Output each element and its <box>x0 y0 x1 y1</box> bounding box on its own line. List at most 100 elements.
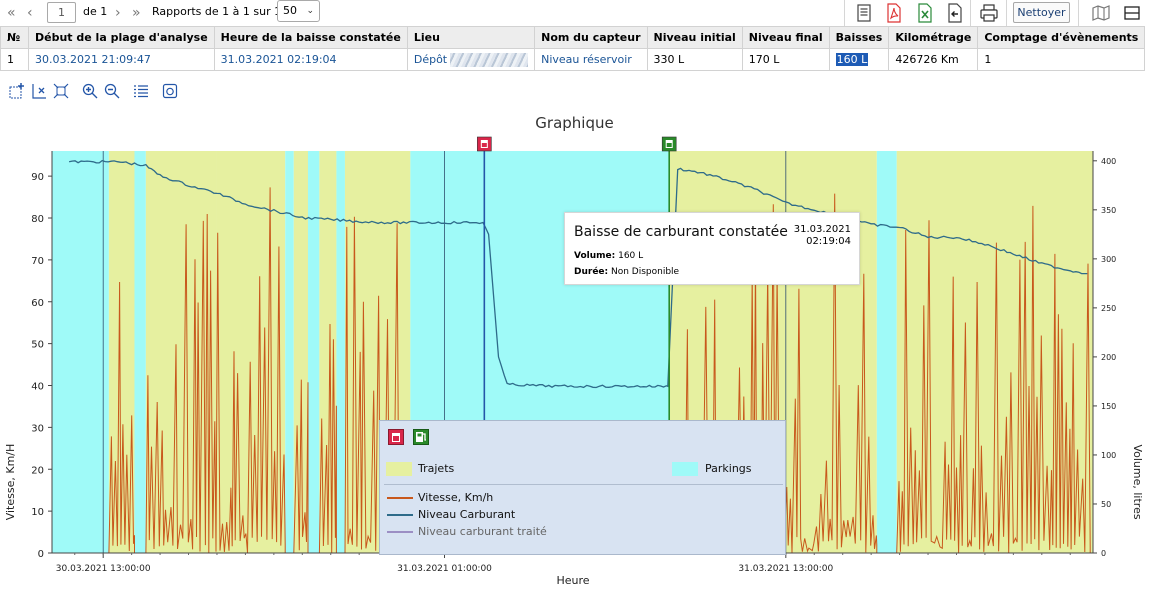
panel-icon[interactable] <box>1121 2 1143 24</box>
speed-line <box>145 187 286 554</box>
fuel-line <box>68 159 1088 389</box>
zoom-add-icon[interactable] <box>9 83 25 99</box>
excel-icon[interactable] <box>914 2 936 24</box>
y-right-tick-label: 400 <box>1101 157 1116 166</box>
page-number-input[interactable] <box>47 2 76 23</box>
drops-table: № Début de la plage d'analyse Heure de l… <box>0 26 1146 71</box>
y-axis-right-label: Volume, litres <box>1131 444 1144 519</box>
zoom-x-icon[interactable] <box>31 83 47 99</box>
tooltip-date: 31.03.2021 <box>793 224 851 235</box>
drop-value: 160 L <box>835 53 869 66</box>
toolbar-divider <box>1078 0 1079 26</box>
y-right-tick-label: 250 <box>1101 304 1116 313</box>
column-header[interactable]: Heure de la baisse constatée <box>213 26 408 49</box>
trajet-zone <box>216 151 286 553</box>
last-page-button[interactable]: » <box>132 5 141 21</box>
fuel-drop-icon[interactable] <box>388 429 404 445</box>
prev-page-button[interactable]: ‹ <box>27 5 33 21</box>
toolbar-divider <box>970 0 971 26</box>
place-link[interactable]: Dépôt <box>413 52 448 66</box>
y-left-tick-label: 30 <box>31 423 44 434</box>
legend-list-icon[interactable] <box>133 83 149 99</box>
y-left-tick-label: 0 <box>38 549 44 560</box>
first-page-button[interactable]: « <box>7 5 16 21</box>
fuel-series <box>68 159 1088 389</box>
x-tick-label: 31.03.2021 13:00:00 <box>738 564 833 574</box>
mileage-cell: 426726 Km <box>888 48 979 71</box>
chevron-down-icon: ⌄ <box>306 6 314 16</box>
row-number: 1 <box>0 48 29 71</box>
fuel-fill-icon[interactable] <box>661 136 677 152</box>
column-header[interactable]: Nom du capteur <box>534 26 648 49</box>
tooltip-volume-value: 160 L <box>618 251 644 261</box>
speed-line <box>680 193 878 554</box>
list-icon[interactable] <box>853 2 875 24</box>
sensor-link[interactable]: Niveau réservoir <box>534 48 648 71</box>
toolbar-divider <box>844 0 845 26</box>
y-right-tick-label: 50 <box>1101 500 1111 509</box>
y-left-tick-label: 50 <box>31 340 44 351</box>
speed-line <box>318 323 337 554</box>
parkings-swatch <box>672 462 698 476</box>
column-header[interactable]: Début de la plage d'analyse <box>28 26 215 49</box>
table-row[interactable]: 1 30.03.2021 21:09:47 31.03.2021 02:19:0… <box>0 48 1146 71</box>
zoom-in-icon[interactable] <box>82 83 98 99</box>
zoom-out-icon[interactable] <box>104 83 120 99</box>
redacted-address <box>450 52 529 67</box>
next-page-button[interactable]: › <box>115 5 121 21</box>
speed-series <box>108 187 1091 554</box>
y-left-tick-label: 60 <box>31 298 44 309</box>
column-header[interactable]: Comptage d'évènements <box>977 26 1146 49</box>
print-icon[interactable] <box>978 2 1000 24</box>
export-icon[interactable] <box>944 2 966 24</box>
legend-trips[interactable]: Trajets <box>418 462 455 475</box>
column-header[interactable]: Kilométrage <box>888 26 979 49</box>
pdf-icon[interactable] <box>883 2 905 24</box>
speed-line <box>293 379 309 554</box>
y-right-tick-label: 350 <box>1101 206 1116 215</box>
y-left-tick-label: 20 <box>31 465 44 476</box>
parking-zone <box>52 151 109 553</box>
y-right-tick-label: 0 <box>1101 549 1106 558</box>
report-summary: Rapports de 1 à 1 sur 1 <box>152 5 282 18</box>
parking-zone <box>134 151 146 553</box>
map-icon[interactable] <box>1090 2 1112 24</box>
drop-time-link[interactable]: 31.03.2021 02:19:04 <box>213 48 408 71</box>
legend-parkings[interactable]: Parkings <box>705 462 752 475</box>
legend-fuel[interactable]: Niveau Carburant <box>418 508 516 521</box>
tooltip-datetime: 31.03.2021 02:19:04 <box>794 224 851 248</box>
tooltip-duration: Durée: Non Disponible <box>574 267 679 277</box>
speed-line <box>108 281 135 554</box>
y-left-tick-label: 80 <box>31 214 44 225</box>
place-cell[interactable]: Dépôt <box>406 48 536 71</box>
trips-swatch <box>386 462 412 476</box>
legend-divider <box>384 484 783 485</box>
chart-legend: Trajets Parkings Vitesse, Km/h Niveau Ca… <box>379 420 786 555</box>
column-header[interactable]: Baisses <box>828 26 890 49</box>
column-header[interactable]: Lieu <box>406 26 536 49</box>
tooltip-duration-label: Durée: <box>574 267 609 277</box>
trajet-zone <box>293 151 308 553</box>
fuel-fill-icon[interactable] <box>413 429 429 445</box>
column-header[interactable]: Niveau final <box>741 26 830 49</box>
page-count-label: de 1 <box>83 5 108 18</box>
y-right-tick-label: 100 <box>1101 451 1116 460</box>
column-header[interactable]: № <box>0 26 29 49</box>
legend-fuel-processed[interactable]: Niveau carburant traité <box>418 525 547 538</box>
parking-zone <box>336 151 345 553</box>
x-tick-label: 30.03.2021 13:00:00 <box>56 564 151 574</box>
legend-speed[interactable]: Vitesse, Km/h <box>418 491 494 504</box>
clean-button[interactable]: Nettoyer <box>1013 2 1070 23</box>
y-left-tick-label: 70 <box>31 256 44 267</box>
y-right-tick-label: 300 <box>1101 255 1116 264</box>
column-header[interactable]: Niveau initial <box>646 26 743 49</box>
tooltip-duration-value: Non Disponible <box>611 267 680 277</box>
range-start-link[interactable]: 30.03.2021 21:09:47 <box>28 48 215 71</box>
tooltip-title: Baisse de carburant constatée <box>574 224 788 240</box>
fuel-drop-icon[interactable] <box>477 136 492 152</box>
parking-zone <box>876 151 897 553</box>
drop-cell: 160 L <box>828 48 890 71</box>
page-size-select[interactable]: 50 ⌄ <box>277 0 320 22</box>
snapshot-icon[interactable] <box>162 83 178 99</box>
fit-icon[interactable] <box>53 83 69 99</box>
